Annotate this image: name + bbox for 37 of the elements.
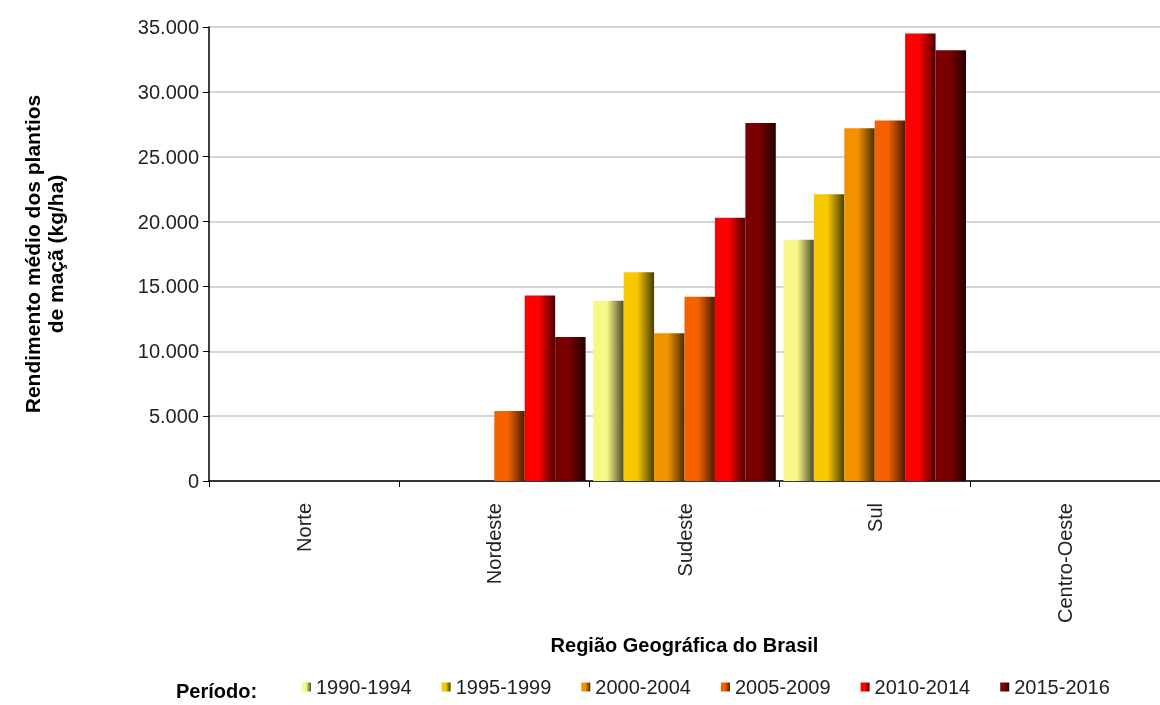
bar (494, 410, 525, 481)
legend-label: 1990-1994 (316, 676, 412, 698)
bar (935, 50, 966, 481)
y-tick-label: 35.000 (137, 16, 199, 38)
legend-title: Período: (176, 680, 258, 702)
legend-label: 2010-2014 (874, 676, 971, 698)
legend-label: 2015-2016 (1014, 676, 1110, 698)
legend-label: 2005-2009 (734, 676, 831, 698)
bar (623, 272, 655, 481)
y-tick-label: 0 (187, 470, 199, 492)
y-tick-label: 25.000 (137, 145, 199, 168)
y-axis-title: Rendimento médio dos plantios de maçã (kg/ha) (21, 94, 67, 414)
bar (654, 333, 685, 481)
bar (813, 194, 845, 481)
y-tick-label: 15.000 (137, 275, 199, 298)
y-tick-label: 5.000 (148, 405, 199, 428)
x-tick-label: Sul (863, 503, 886, 532)
legend-label: 2000-2004 (595, 676, 691, 698)
legend-label: 1995-1999 (455, 676, 552, 698)
bar (905, 33, 936, 481)
bar (844, 128, 875, 481)
bar (593, 300, 624, 481)
bar (745, 122, 776, 481)
x-tick-label: Sudeste (673, 503, 696, 577)
y-tick-label: 10.000 (137, 340, 199, 363)
bar (783, 239, 814, 481)
y-tick-label: 20.000 (137, 210, 199, 233)
x-axis-title: Região Geográfica do Brasil (550, 634, 819, 656)
bar (555, 337, 586, 481)
bar (874, 120, 906, 481)
bar (684, 296, 715, 481)
bar (524, 295, 556, 481)
x-tick-label: Nordeste (483, 503, 506, 585)
x-tick-label: Norte (293, 503, 316, 552)
x-tick-label: Centro-Oeste (1053, 503, 1076, 624)
bar (714, 217, 746, 481)
y-tick-label: 30.000 (137, 80, 199, 103)
